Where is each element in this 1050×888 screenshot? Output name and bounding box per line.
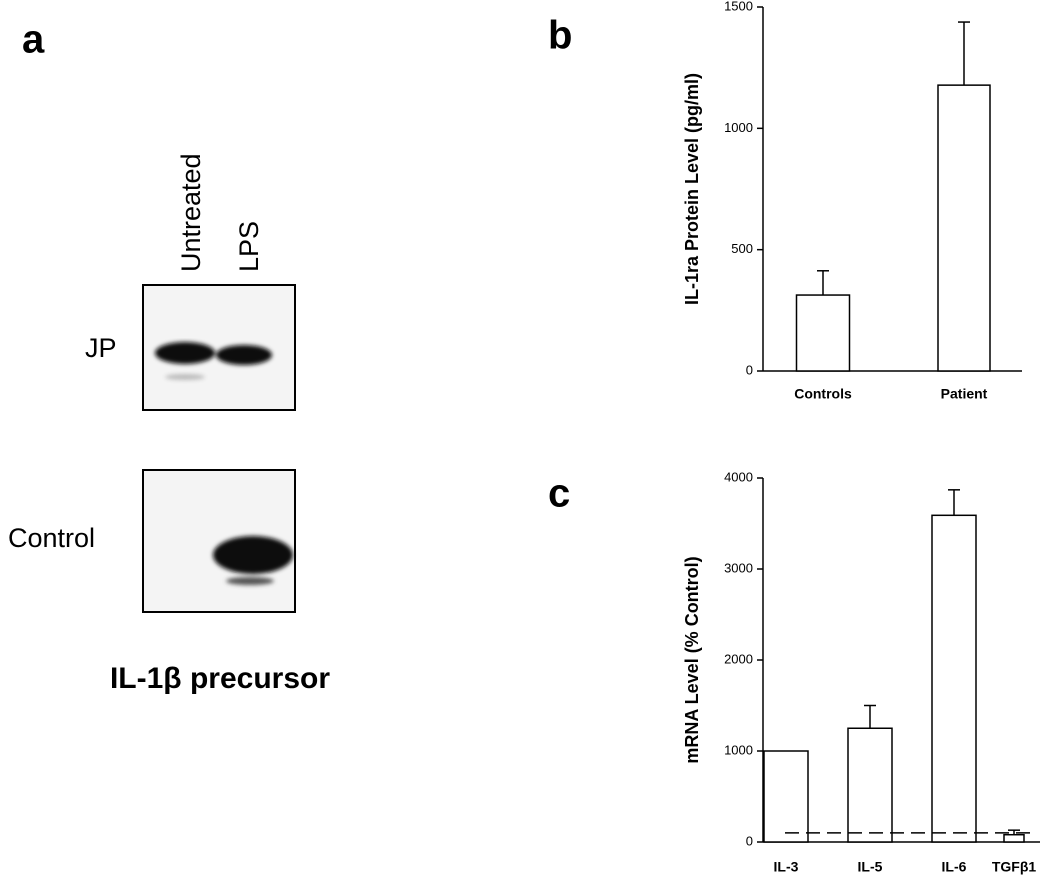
x-tick-label: IL-5 [858, 859, 883, 875]
lane-label: Untreated [176, 153, 206, 272]
y-tick-label: 1000 [724, 120, 753, 135]
bar [1003, 833, 1025, 843]
x-tick-label: IL-6 [942, 859, 967, 875]
bar [937, 84, 991, 372]
bar [847, 727, 893, 843]
y-tick-label: 1000 [724, 742, 753, 757]
blot-caption: IL-1β precursor [110, 662, 330, 695]
y-tick-label: 3000 [724, 560, 753, 575]
blot-control [142, 469, 296, 613]
bar [795, 294, 851, 372]
x-tick-label: Patient [941, 386, 988, 402]
panel-label: a [22, 18, 45, 62]
y-axis-label: mRNA Level (% Control) [682, 556, 702, 763]
x-tick-label: TGFβ1 [992, 859, 1037, 875]
y-tick-label: 0 [746, 362, 753, 377]
panel-label: c [548, 472, 570, 516]
y-tick-label: 500 [731, 241, 753, 256]
row-label: Control [8, 523, 95, 553]
y-tick-label: 2000 [724, 651, 753, 666]
x-tick-label: IL-3 [774, 859, 799, 875]
blot-jp [142, 284, 296, 411]
row-label: JP [85, 333, 117, 363]
y-tick-label: 0 [746, 833, 753, 848]
y-axis-label: IL-1ra Protein Level (pg/ml) [682, 73, 702, 305]
panel-label: b [548, 14, 572, 58]
bar [931, 514, 977, 843]
y-tick-label: 4000 [724, 469, 753, 484]
lane-label: LPS [234, 221, 264, 272]
bar [763, 750, 809, 843]
x-tick-label: Controls [794, 386, 852, 402]
y-tick-label: 1500 [724, 0, 753, 13]
